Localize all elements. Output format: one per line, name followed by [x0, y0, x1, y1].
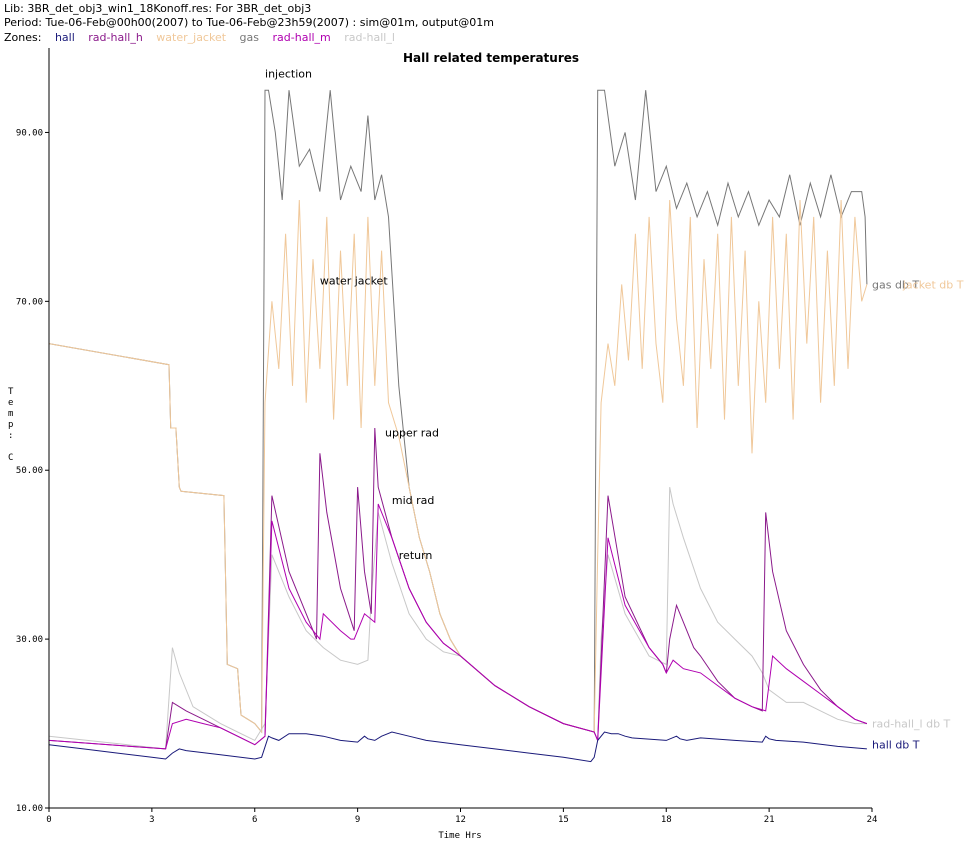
annotation-4: return [399, 549, 433, 562]
series-line-0 [48, 89, 868, 734]
x-tick-label: 0 [46, 815, 51, 825]
zones-label: Zones: [4, 31, 42, 44]
chart-title: Hall related temperatures [403, 51, 579, 65]
annotation-1: water jacket [320, 274, 388, 287]
end-label-1: jacket db T [902, 278, 964, 291]
header-lib-line: Lib: 3BR_det_obj3_win1_18Konoff.res: For… [4, 2, 312, 15]
zone-hall: hall [54, 31, 75, 44]
x-tick-label: 24 [867, 815, 878, 825]
y-tick-label: 90.00 [16, 128, 43, 138]
end-label-2: rad-hall_l db T [872, 718, 951, 731]
zone-rad-hall-l: rad-hall_l [344, 31, 395, 44]
zone-rad-hall-h: rad-hall_h [88, 31, 143, 44]
y-tick-label: 50.00 [16, 466, 43, 476]
zone-water-jacket: water_jacket [156, 31, 227, 44]
y-tick-label: 10.00 [16, 804, 43, 814]
annotation-3: mid rad [392, 494, 435, 507]
annotation-layer: injection water jacket upper rad mid rad ret… [265, 68, 439, 562]
x-tick-label: 15 [558, 815, 569, 825]
x-tick-label: 18 [661, 815, 672, 825]
zone-gas: gas [239, 31, 260, 44]
y-tick-label: 30.00 [16, 635, 43, 645]
end-label-0: gas db T [872, 278, 919, 291]
y-tick-label: 70.00 [16, 297, 43, 307]
x-tick-label: 9 [355, 815, 360, 825]
series-line-3 [48, 427, 868, 750]
x-tick-label: 12 [455, 815, 466, 825]
annotation-2: upper rad [385, 426, 439, 439]
x-axis-label: Time Hrs [438, 831, 481, 841]
series-line-4 [48, 503, 868, 750]
ticks-layer: 0 3 6 9 12 15 18 21 24 10.00 30.00 50.00 70.00 90.00 [16, 128, 878, 825]
header-period-line: Period: Tue-06-Feb@00h00(2007) to Tue-06… [4, 16, 494, 29]
annotation-0: injection [265, 68, 312, 81]
header-zones-line: Zones: hall rad-hall_h water_jacket gas … [4, 31, 405, 45]
x-tick-label: 3 [149, 815, 154, 825]
x-tick-label: 6 [252, 815, 257, 825]
zone-rad-hall-m: rad-hall_m [272, 31, 331, 44]
end-label-3: hall db T [872, 739, 920, 752]
x-tick-label: 21 [764, 815, 775, 825]
series-layer [48, 89, 868, 763]
series-line-5 [48, 731, 867, 763]
